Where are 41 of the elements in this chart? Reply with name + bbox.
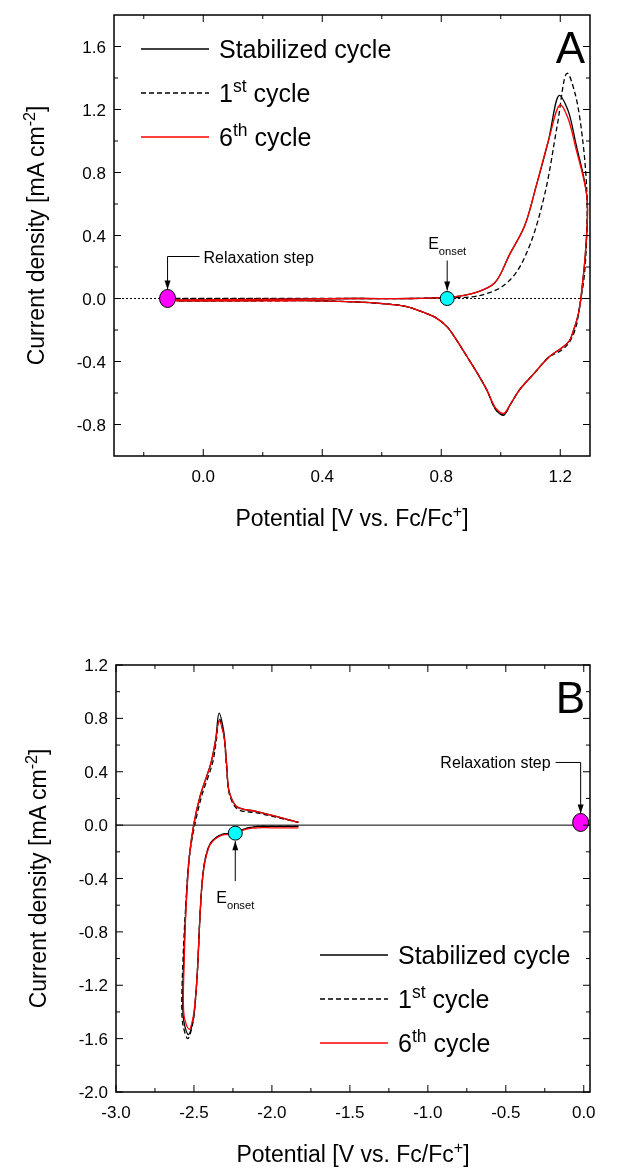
annotation: B: [555, 673, 585, 722]
y-tick-label: 1.2: [84, 656, 108, 675]
y-tick-label: 0.0: [82, 289, 106, 309]
legend-label: 1$^{st}$ cycle: [398, 982, 490, 1013]
y-tick-label: -2.0: [78, 1083, 108, 1102]
y-tick-label: -0.8: [76, 415, 106, 435]
x-tick-label: 0.8: [429, 467, 454, 486]
x-tick-label: -1.0: [413, 1103, 443, 1122]
annotation: E$_{onset}$: [428, 234, 468, 257]
y-tick-label: -0.8: [78, 922, 108, 942]
y-tick-label: 0.4: [84, 762, 108, 782]
x-tick-label: -2.5: [179, 1103, 209, 1122]
x-tick-label: 1.2: [548, 467, 573, 486]
legend-label: 6$^{th}$ cycle: [398, 1026, 491, 1057]
y-tick-label: 0.0: [84, 816, 108, 836]
annotation: Relaxation step: [440, 754, 551, 772]
y-tick-label: 0.4: [82, 226, 106, 246]
x-tick-label: 0.0: [191, 467, 216, 486]
legend-label: Stabilized cycle: [219, 35, 392, 63]
x-axis-title: Potential [V vs. Fc/Fc$^{+}$]: [236, 1138, 470, 1167]
x-tick-label: -3.0: [101, 1103, 131, 1122]
x-tick-label: -2.0: [257, 1103, 287, 1122]
y-tick-label: -0.4: [76, 352, 106, 372]
x-axis-title: Potential [V vs. Fc/Fc$^{+}$]: [235, 502, 469, 531]
y-tick-label: 0.8: [82, 163, 106, 183]
legend-label: 1$^{st}$ cycle: [219, 76, 311, 107]
y-tick-label: -1.6: [78, 1029, 108, 1049]
legend-label: Stabilized cycle: [398, 941, 571, 969]
annotation: Relaxation step: [203, 248, 314, 266]
annotation: A: [555, 23, 586, 72]
y-tick-label: 1.2: [82, 100, 106, 120]
x-tick-label: -0.5: [491, 1103, 521, 1122]
x-tick-label: 0.4: [310, 467, 335, 486]
y-tick-label: 0.8: [84, 709, 108, 729]
y-tick-label: -1.2: [78, 976, 108, 996]
x-tick-label: -1.5: [335, 1103, 365, 1122]
legend-label: 6$^{th}$ cycle: [219, 120, 312, 151]
y-tick-label: -0.4: [78, 869, 108, 889]
y-tick-label: 1.6: [82, 37, 106, 57]
x-tick-label: 0.0: [571, 1103, 596, 1122]
annotation: E$_{onset}$: [216, 889, 256, 912]
